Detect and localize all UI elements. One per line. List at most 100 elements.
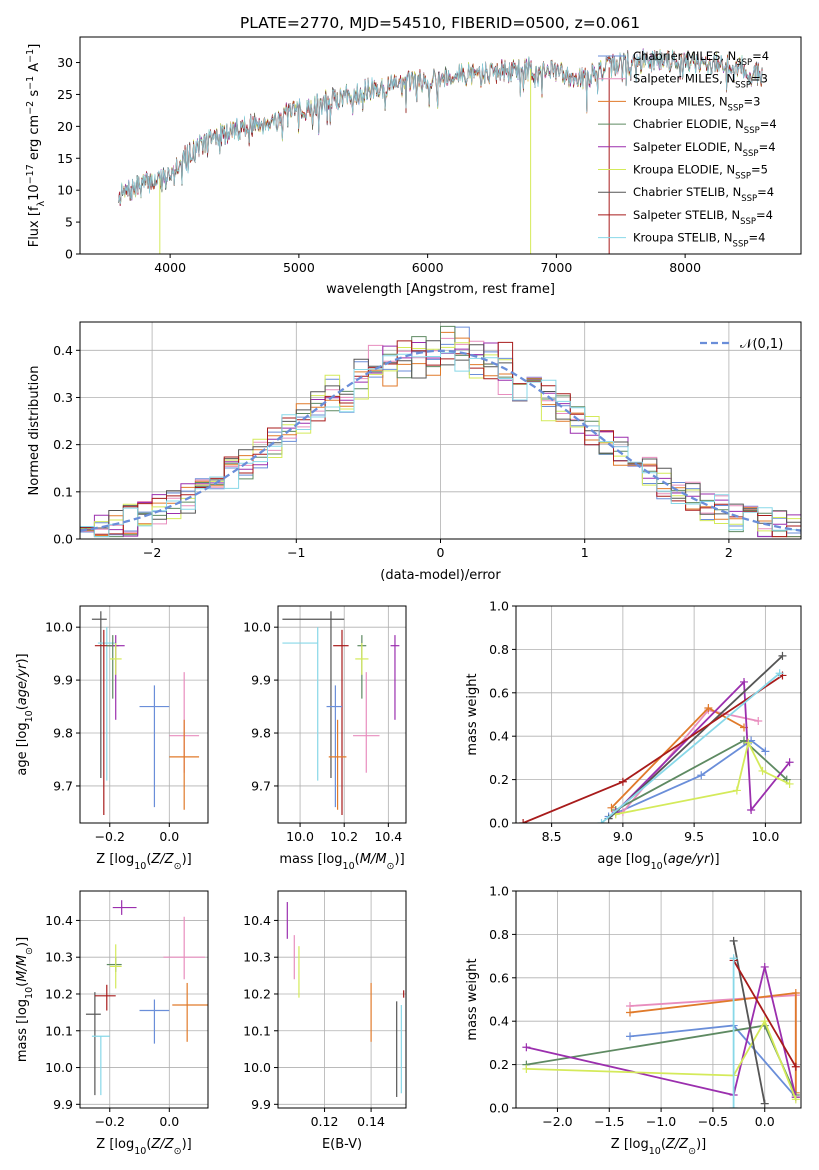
- series-point: [744, 738, 753, 747]
- series-point: [618, 777, 627, 786]
- series-kroupa-stelib: [729, 954, 738, 1108]
- axes-frame: 8.5 9.0 9.5 10.0 0.0 0.2 0.4 0.6 0.8 1.0 age [log1…: [465, 599, 802, 872]
- y-tick-label: 10.3: [45, 950, 73, 965]
- series-kroupa-miles: [607, 703, 748, 812]
- y-axis-label: age [log10(age/yr)]: [15, 653, 35, 775]
- grid: [80, 891, 208, 1108]
- y-tick-label: 9.7: [53, 778, 73, 793]
- x-tick-label: 6000: [412, 260, 444, 275]
- y-tick-label: 10.0: [243, 620, 271, 635]
- series-point: [740, 677, 748, 686]
- errorbar-chabrier-miles: [326, 685, 342, 808]
- y-tick-label: 0.4: [489, 1014, 509, 1029]
- axes-frame: −2.0 −1.5 −1.0 −0.5 0.0 0.0 0.2 0.4 0.6 0.8 1.0 Z […: [465, 884, 802, 1157]
- mass-vs-Z-axes: −0.2 0.0 9.9 10.0 10.1 10.2 10.3 10.4 Z [log10(Z…: [15, 890, 209, 1157]
- y-axis-label: Flux [fλ10−17 erg cm−2 s−1 A−1]: [25, 44, 47, 248]
- y-tick-label: 10.0: [45, 620, 73, 635]
- legend-entry: Salpeter STELIB, NSSP=4: [633, 208, 773, 227]
- series-kroupa-stelib: [597, 669, 784, 823]
- y-tick-label: 0.2: [489, 772, 509, 787]
- x-tick-label: 7000: [540, 260, 572, 275]
- grid: [516, 605, 801, 824]
- x-tick-label: −1.0: [646, 1114, 676, 1129]
- axes-frame: −0.2 0.0 9.9 10.0 10.1 10.2 10.3 10.4 Z [log10(Z…: [15, 890, 209, 1157]
- legend: Chabrier MILES, NSSP=4 Salpeter MILES, NS…: [598, 49, 777, 250]
- legend-entry: Chabrier STELIB, NSSP=4: [633, 185, 774, 204]
- series-point: [791, 1062, 800, 1071]
- x-axis-label: Z [log10(Z/Z⊙)]: [611, 1137, 706, 1157]
- series-point: [760, 962, 769, 971]
- x-tick-label: 8.5: [542, 829, 562, 844]
- y-tick-label: 0.1: [53, 484, 73, 499]
- y-tick-label: 0.4: [489, 729, 509, 744]
- y-tick-label: 10.0: [243, 1060, 271, 1075]
- x-tick-label: 9.5: [684, 829, 704, 844]
- y-tick-label: 10.2: [45, 986, 73, 1001]
- errorbar-chabrier-stelib: [282, 611, 345, 779]
- series-point: [747, 805, 756, 814]
- legend-entry: 𝒩(0,1): [740, 337, 783, 352]
- mass-vs-EBV-axes: 0.12 0.14 9.9 10.0 10.1 10.2 10.3 10.4 E(B-V): [243, 890, 407, 1152]
- series-point: [775, 669, 784, 678]
- x-tick-label: −1: [287, 545, 305, 560]
- x-tick-label: 4000: [154, 260, 186, 275]
- legend-entry: Kroupa STELIB, NSSP=4: [633, 231, 765, 250]
- series-point: [729, 1104, 738, 1108]
- y-tick-label: 9.8: [251, 726, 271, 741]
- axes-frame: −0.2 0.0 9.7 9.8 9.9 10.0 Z [log10(Z/Z⊙)] age […: [15, 605, 209, 872]
- legend-entry: Salpeter ELODIE, NSSP=4: [633, 140, 776, 159]
- y-axis-label: Normed distribution: [27, 366, 42, 496]
- x-axis-label: Z [log10(Z/Z⊙)]: [96, 852, 191, 872]
- y-tick-label: 15: [57, 151, 73, 166]
- errorbar-kroupa-miles: [169, 719, 200, 810]
- x-tick-label: 8000: [669, 260, 701, 275]
- errorbar-salpeter-stelib: [333, 629, 349, 816]
- y-tick-label: 0.2: [489, 1057, 509, 1072]
- series-point: [778, 651, 787, 660]
- x-tick-label: −0.2: [95, 1114, 125, 1129]
- y-tick-label: 0.4: [53, 343, 73, 358]
- series-point: [597, 819, 606, 823]
- age-vs-mass-axes: 10.0 10.2 10.4 9.7 9.8 9.9 10.0 mass [log10(M/M…: [243, 605, 407, 872]
- axes-border: [515, 890, 802, 1109]
- x-tick-label: −2: [143, 545, 161, 560]
- axes-border: [79, 605, 209, 824]
- series-point: [761, 747, 770, 756]
- series-line: [615, 679, 791, 813]
- y-tick-label: 0.0: [53, 532, 73, 547]
- series-point: [758, 766, 767, 775]
- mass-weight-vs-Z-axes: −2.0 −1.5 −1.0 −0.5 0.0 0.0 0.2 0.4 0.6 0.8 1.0 Z […: [465, 884, 802, 1157]
- plot-area: [85, 900, 208, 1096]
- plot-area: [286, 902, 405, 1097]
- errorbar-chabrier-elodie: [106, 957, 122, 972]
- x-tick-label: −1.5: [594, 1114, 624, 1129]
- errorbar-chabrier-miles: [139, 685, 170, 808]
- legend-entry: Kroupa ELODIE, NSSP=5: [633, 163, 768, 182]
- plot-area: [91, 611, 200, 816]
- legend-entry: Chabrier ELODIE, NSSP=4: [633, 117, 777, 136]
- y-tick-label: 5: [65, 215, 73, 230]
- y-tick-label: 9.9: [53, 1097, 73, 1112]
- series-point: [785, 779, 794, 788]
- series-line: [732, 959, 797, 1068]
- histogram-salpeter-stelib: [80, 340, 801, 538]
- y-tick-label: 0.3: [53, 390, 73, 405]
- errorbar-chabrier-miles: [139, 999, 170, 1044]
- axes-frame: −2 −1 0 1 2 0.0 0.1 0.2 0.3 0.4 𝒩(0,1) (data-model)…: [27, 321, 802, 583]
- series-kroupa-elodie: [611, 738, 794, 819]
- x-tick-label: 10.4: [374, 829, 402, 844]
- y-tick-label: 9.8: [53, 726, 73, 741]
- axes-frame: 4000 5000 6000 7000 8000 0 5 10 15 20 25 30 waveleng…: [25, 36, 802, 297]
- series-point: [704, 703, 713, 712]
- x-tick-label: 0.12: [311, 1114, 339, 1129]
- histogram-kroupa-stelib: [80, 352, 801, 538]
- age-vs-Z-axes: −0.2 0.0 9.7 9.8 9.9 10.0 Z [log10(Z/Z⊙)] age […: [15, 605, 209, 872]
- errorbar-chabrier-elodie: [106, 635, 119, 699]
- errorbar-salpeter-stelib: [94, 984, 116, 1011]
- y-tick-label: 10.3: [243, 950, 271, 965]
- x-tick-label: 0.0: [755, 1114, 775, 1129]
- x-axis-label: wavelength [Angstrom, rest frame]: [326, 282, 555, 297]
- errorbar-chabrier-stelib: [91, 611, 107, 779]
- axes-border: [79, 890, 209, 1109]
